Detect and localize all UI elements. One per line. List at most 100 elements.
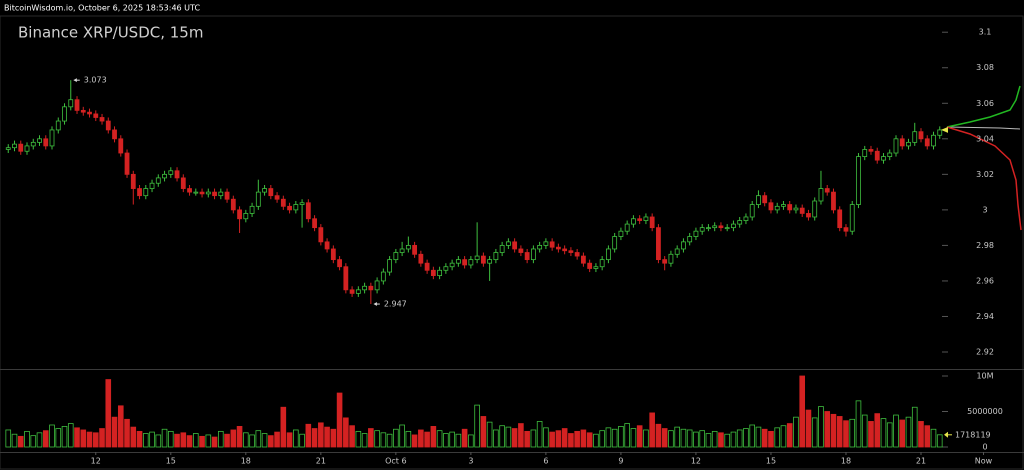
volume-bar [180,432,187,448]
candle-body [237,209,242,220]
volume-bar [905,416,912,448]
candle-body [112,129,117,140]
volume-bar [705,433,712,448]
candle-body [37,138,42,143]
volume-bar [117,405,124,448]
candle-body [343,266,349,291]
x-tick-label: 12 [91,457,101,466]
candle-body [337,259,342,268]
volume-bar [661,428,668,448]
volume-bar [893,414,899,448]
candle-body [118,138,124,154]
volume-bar [774,427,781,448]
volume-bar [74,427,80,448]
candle-body [230,198,236,211]
candle-body [174,170,180,179]
volume-bar [618,426,624,448]
candle-body [255,191,261,207]
x-tick-label: 9 [618,457,623,466]
volume-bar [36,432,43,448]
candle-body [812,200,818,218]
x-tick-label: 12 [691,457,701,466]
x-tick-label: Now [975,457,993,466]
candle-body [774,205,780,211]
candle-body [105,120,111,131]
volume-bar [474,404,480,448]
volume-bar [11,433,18,448]
volume-bar [330,428,337,448]
candle-body [737,220,743,225]
volume-bar [568,433,574,448]
volume-bar [693,431,699,448]
volume-bar [399,424,405,448]
candle-body [493,252,499,261]
candle-body [856,156,861,205]
x-tick-label: 18 [241,457,251,466]
candle-body [362,285,367,291]
volume-bar [524,430,530,448]
candle-body [756,195,761,205]
y-tick-label: 3 [982,205,987,214]
volume-bar [511,428,518,448]
volume-bar [468,434,474,448]
volume-bar [130,426,137,448]
candle-body [656,227,661,261]
volume-bar [443,433,449,448]
candle-body [881,156,886,161]
volume-bar [805,409,812,448]
volume-bar [755,426,762,448]
candle-body [305,202,311,220]
depth-bids [946,85,1021,128]
volume-bar [5,429,12,448]
candle-body [749,204,755,218]
candle-body [468,259,474,266]
depth-asks [946,126,1022,231]
candle-body [912,131,918,143]
volume-bar [830,413,837,448]
volume-bar [155,434,162,448]
volume-bar [630,428,637,448]
volume-bar [80,429,87,448]
candle-body [80,109,86,113]
candle-body [781,204,786,207]
candle-body [906,141,911,147]
volume-bar [836,416,843,448]
volume-bar [768,430,774,448]
volume-bar [449,431,455,448]
candle-body [918,131,924,140]
y-tick-label: 2.96 [976,276,994,285]
volume-bar [268,435,274,448]
x-tick-label: 15 [166,457,176,466]
x-tick-label: 3 [468,457,473,466]
volume-bar [611,428,618,448]
candle-body [718,225,724,229]
volume-bar [899,419,906,448]
candle-body [443,266,449,271]
volume-bar [786,423,793,448]
volume-bar [293,429,299,448]
x-tick-label: 15 [766,457,776,466]
candle-body [124,152,130,175]
y-tick-label: 3.1 [979,28,992,37]
volume-bar [911,406,918,448]
volume-bar [555,430,562,448]
candle-body [649,216,655,229]
volume-bar [274,431,280,448]
volume-bar [349,425,355,448]
candle-body [806,213,811,218]
volume-bar [193,433,199,448]
volume-bar [142,433,149,448]
volume-bar [793,416,799,448]
candle-body [868,149,874,152]
volume-bar [918,421,924,448]
candle-body [643,216,649,221]
volume-bar [174,433,180,448]
volume-bar [593,433,599,448]
volume-bar [861,414,868,448]
volume-bar [561,428,568,448]
header: BitcoinWisdom.io, October 6, 2025 18:53:… [4,4,200,13]
candle-body [637,218,643,221]
depth-mid [946,126,1021,130]
